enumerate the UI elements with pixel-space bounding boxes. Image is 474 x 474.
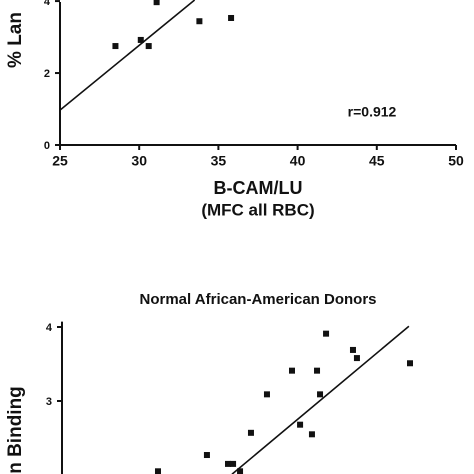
chart-title: Normal African-American Donors (140, 291, 377, 308)
data-point (247, 429, 254, 436)
y-tick-label: 2 (44, 68, 50, 80)
y-tick-label: 3 (46, 396, 52, 408)
data-point (225, 460, 232, 467)
x-tick-label: 50 (448, 153, 464, 169)
data-point (230, 460, 237, 467)
data-point (203, 452, 210, 459)
data-point (308, 431, 315, 438)
data-point (237, 468, 244, 474)
x-tick-label: 45 (369, 153, 385, 169)
x-tick-label: 35 (211, 153, 227, 169)
y-tick-label: 4 (46, 322, 53, 334)
data-point (349, 346, 356, 353)
x-axis-label: B-CAM/LU (214, 178, 303, 198)
fit-line (231, 325, 410, 474)
data-point (353, 355, 360, 362)
y-axis-label: % Lan (5, 12, 26, 68)
data-point (145, 43, 152, 50)
data-point (263, 391, 270, 398)
data-point (323, 330, 330, 337)
data-point (112, 43, 119, 50)
x-tick-label: 30 (131, 153, 147, 169)
y-tick-label: 4 (44, 0, 51, 8)
data-point (314, 367, 321, 374)
x-axis-label: (MFC all RBC) (201, 200, 314, 219)
y-axis-label: n Binding (5, 386, 26, 474)
data-point (228, 14, 235, 21)
data-point (154, 468, 161, 474)
data-point (407, 360, 414, 367)
fit-line (59, 0, 196, 111)
y-tick-label: 0 (44, 140, 50, 152)
data-point (317, 391, 324, 398)
data-point (297, 421, 304, 428)
data-point (196, 18, 203, 25)
data-point (153, 0, 160, 6)
data-point (288, 367, 295, 374)
data-point (137, 36, 144, 43)
annotation: r=0.912 (348, 104, 397, 120)
x-tick-label: 40 (290, 153, 306, 169)
x-tick-label: 25 (52, 153, 68, 169)
